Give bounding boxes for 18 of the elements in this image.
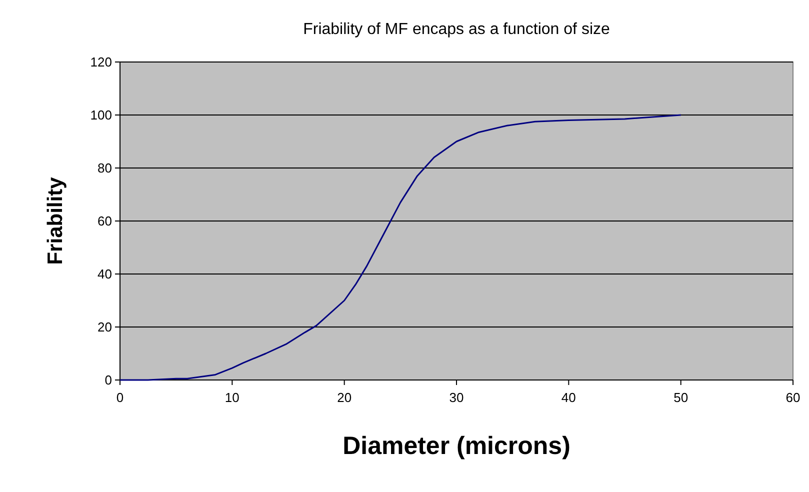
x-tick-label: 0	[116, 390, 124, 405]
y-tick-label: 60	[98, 214, 112, 229]
x-tick-label: 20	[337, 390, 352, 405]
y-tick-label: 120	[90, 54, 112, 70]
y-tick-label: 80	[98, 160, 112, 176]
chart-title: Friability of MF encaps as a function of size	[303, 21, 610, 38]
x-tick-label: 40	[561, 390, 576, 405]
x-tick-label: 50	[674, 390, 688, 405]
x-tick-label: 60	[786, 390, 800, 405]
x-tick-label: 10	[224, 390, 240, 405]
line-series	[119, 114, 682, 381]
y-tick-label: 0	[104, 372, 112, 388]
y-tick-label: 20	[98, 320, 112, 335]
x-axis-title: Diameter (microns)	[342, 432, 570, 460]
x-tick-label: 30	[449, 390, 464, 405]
y-axis-title: Friability	[44, 176, 67, 265]
y-tick-label: 40	[98, 266, 112, 282]
y-tick-label: 100	[90, 108, 112, 123]
